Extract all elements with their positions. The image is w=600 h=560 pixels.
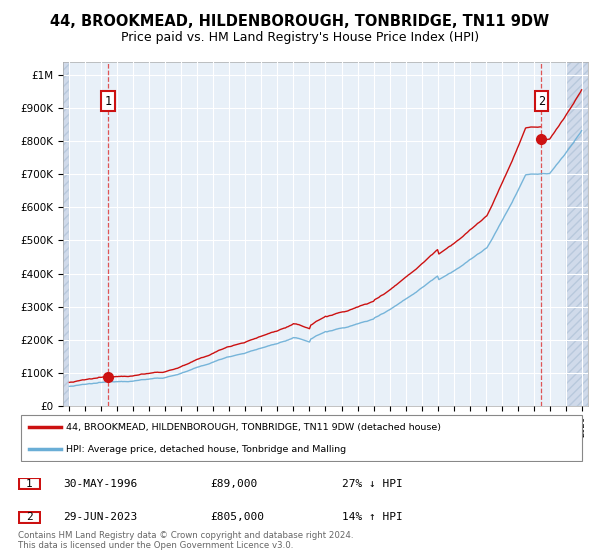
Text: 2: 2 — [26, 512, 33, 522]
Text: £89,000: £89,000 — [210, 479, 257, 489]
Text: 14% ↑ HPI: 14% ↑ HPI — [342, 512, 403, 522]
Text: 1: 1 — [104, 95, 112, 108]
FancyBboxPatch shape — [21, 416, 582, 461]
Text: Price paid vs. HM Land Registry's House Price Index (HPI): Price paid vs. HM Land Registry's House … — [121, 31, 479, 44]
Text: £805,000: £805,000 — [210, 512, 264, 522]
Text: 27% ↓ HPI: 27% ↓ HPI — [342, 479, 403, 489]
Text: 1: 1 — [26, 479, 33, 489]
FancyBboxPatch shape — [19, 478, 40, 489]
Text: HPI: Average price, detached house, Tonbridge and Malling: HPI: Average price, detached house, Tonb… — [66, 445, 346, 454]
Text: 44, BROOKMEAD, HILDENBOROUGH, TONBRIDGE, TN11 9DW (detached house): 44, BROOKMEAD, HILDENBOROUGH, TONBRIDGE,… — [66, 423, 441, 432]
Text: 29-JUN-2023: 29-JUN-2023 — [63, 512, 137, 522]
Text: 2: 2 — [538, 95, 545, 108]
FancyBboxPatch shape — [19, 512, 40, 523]
Text: 44, BROOKMEAD, HILDENBOROUGH, TONBRIDGE, TN11 9DW: 44, BROOKMEAD, HILDENBOROUGH, TONBRIDGE,… — [50, 14, 550, 29]
Text: 30-MAY-1996: 30-MAY-1996 — [63, 479, 137, 489]
Text: Contains HM Land Registry data © Crown copyright and database right 2024.
This d: Contains HM Land Registry data © Crown c… — [18, 531, 353, 550]
